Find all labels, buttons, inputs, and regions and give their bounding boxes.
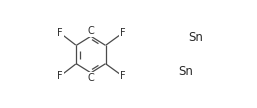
Text: Sn: Sn	[188, 31, 203, 44]
Text: C: C	[87, 26, 94, 36]
Text: F: F	[57, 71, 63, 81]
Text: C: C	[87, 73, 94, 83]
Text: Sn: Sn	[178, 65, 193, 78]
Text: F: F	[120, 28, 126, 38]
Text: F: F	[57, 28, 63, 38]
Text: F: F	[120, 71, 126, 81]
